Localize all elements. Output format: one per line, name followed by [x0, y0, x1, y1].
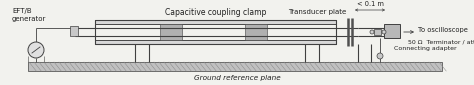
Circle shape: [28, 42, 44, 58]
Text: EFT/B
generator: EFT/B generator: [12, 8, 46, 22]
Text: Ground reference plane: Ground reference plane: [193, 75, 281, 81]
Bar: [374, 29, 381, 35]
Bar: [95, 20, 336, 24]
Text: 50 Ω  Terminator / attenuator: 50 Ω Terminator / attenuator: [408, 39, 474, 44]
Circle shape: [377, 53, 383, 59]
Bar: [384, 24, 400, 38]
Bar: [95, 40, 336, 44]
Circle shape: [382, 30, 386, 34]
Text: To oscilloscope: To oscilloscope: [418, 27, 468, 33]
Text: Connecting adapter: Connecting adapter: [394, 46, 456, 51]
Bar: [28, 62, 442, 71]
Bar: [245, 24, 267, 40]
Circle shape: [370, 30, 374, 34]
Bar: [70, 26, 78, 36]
Text: Transducer plate: Transducer plate: [288, 9, 346, 15]
Text: < 0.1 m: < 0.1 m: [356, 1, 383, 7]
Text: Capacitive coupling clamp: Capacitive coupling clamp: [165, 8, 266, 17]
Bar: [160, 24, 182, 40]
Bar: [95, 20, 336, 44]
